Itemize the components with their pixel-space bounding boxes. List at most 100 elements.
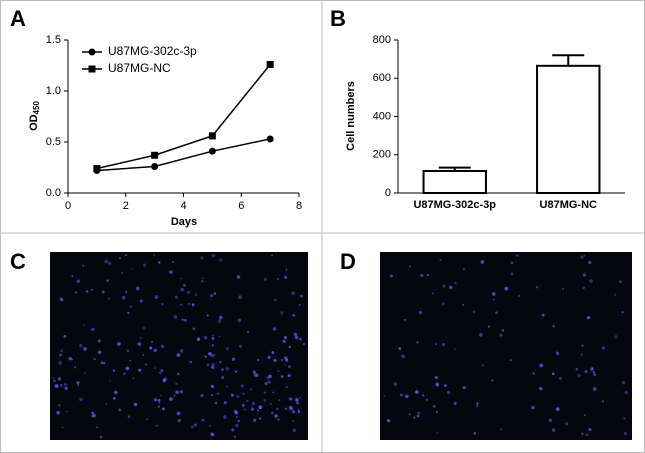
cell: [236, 275, 241, 279]
cell: [454, 282, 457, 285]
cell: [273, 359, 277, 362]
cell: [58, 404, 61, 407]
cell: [206, 363, 210, 367]
cell: [108, 261, 112, 265]
y-axis-label: Cell numbers: [345, 81, 357, 151]
cell: [539, 363, 543, 368]
cell: [481, 364, 485, 367]
cell: [408, 413, 411, 416]
cell: [233, 409, 237, 413]
cell: [581, 344, 584, 347]
cell: [588, 260, 592, 265]
legend-marker: [88, 48, 96, 56]
cell: [287, 374, 291, 378]
cell: [264, 381, 268, 386]
cell: [173, 315, 178, 319]
cell: [478, 333, 483, 337]
cell: [142, 326, 146, 330]
cell: [153, 348, 157, 353]
cell: [586, 316, 591, 320]
cell: [61, 426, 64, 429]
cell: [239, 344, 243, 348]
cell: [221, 375, 225, 379]
cell: [436, 431, 439, 434]
cell: [476, 404, 479, 407]
cell: [585, 433, 589, 437]
legend-label: U87MG-NC: [108, 61, 171, 75]
cell: [97, 339, 101, 343]
cell: [263, 398, 267, 402]
cell: [71, 275, 74, 277]
cell: [582, 273, 586, 277]
cell: [114, 390, 118, 395]
series-line: [96, 64, 271, 170]
cell: [82, 324, 85, 327]
cell: [280, 311, 284, 315]
cell: [214, 401, 218, 405]
cell: [117, 342, 121, 346]
cell: [266, 377, 270, 380]
cell: [246, 399, 249, 403]
panel-label: B: [330, 6, 346, 31]
cell: [555, 351, 559, 355]
cell: [209, 293, 214, 298]
cell: [420, 273, 424, 278]
cell: [66, 410, 68, 413]
cell: [231, 428, 235, 432]
cell: [442, 342, 446, 347]
cell: [476, 402, 479, 405]
cell: [453, 348, 456, 351]
cell: [416, 341, 419, 344]
cell: [184, 318, 187, 322]
cell: [473, 432, 477, 435]
cell: [175, 382, 178, 385]
cell: [200, 394, 204, 397]
y-axis-label-main: OD: [28, 114, 40, 131]
cell: [263, 277, 267, 281]
cell: [292, 419, 295, 422]
cell: [441, 302, 445, 306]
cell: [179, 390, 183, 394]
cell: [413, 416, 416, 419]
cell: [211, 343, 215, 347]
cell: [592, 387, 597, 391]
cell: [442, 284, 446, 288]
cell: [230, 393, 234, 397]
cell: [105, 403, 108, 405]
cell: [515, 254, 519, 257]
cell: [54, 384, 59, 388]
x-tick-label: U87MG-NC: [540, 199, 598, 211]
cell: [588, 428, 592, 432]
cell: [283, 336, 287, 340]
cell: [104, 259, 109, 264]
cell: [61, 385, 64, 388]
cell: [200, 256, 204, 260]
cell: [203, 335, 208, 340]
cell: [267, 380, 271, 384]
cell: [575, 368, 578, 371]
cell: [288, 365, 291, 369]
cell: [251, 406, 254, 408]
cell: [233, 435, 236, 438]
cell: [601, 400, 605, 403]
cell: [601, 346, 605, 350]
cell: [532, 372, 535, 375]
cell: [161, 303, 164, 306]
cell: [93, 357, 96, 361]
cell: [83, 372, 86, 375]
cell: [226, 385, 229, 388]
cell: [91, 411, 95, 415]
legend-marker: [88, 65, 96, 73]
cell: [127, 415, 131, 418]
cell: [121, 295, 126, 300]
cell: [280, 375, 284, 378]
x-tick-label: U87MG-302c-3p: [413, 199, 496, 211]
cell: [284, 275, 288, 279]
cell: [449, 285, 453, 290]
cell: [78, 343, 83, 348]
cell: [169, 397, 173, 401]
cell: [416, 414, 420, 418]
y-tick-label: 0: [385, 187, 391, 199]
cell: [83, 347, 87, 351]
cell: [100, 361, 104, 365]
